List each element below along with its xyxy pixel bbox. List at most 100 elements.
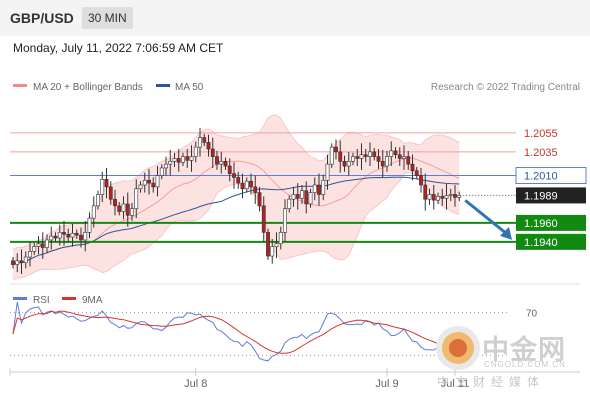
candle-body — [15, 260, 20, 265]
level-label: 1.2055 — [524, 128, 558, 140]
watermark-subtitle: 中文财经媒体 — [437, 375, 546, 389]
cngold-logo — [436, 326, 480, 370]
candle-body — [66, 233, 71, 238]
candle-body — [240, 182, 245, 190]
candle-body — [172, 158, 177, 162]
candle-body — [32, 246, 37, 252]
candle-body — [300, 190, 304, 199]
candle-body — [249, 180, 253, 188]
candle-body — [185, 156, 190, 161]
candle-body — [274, 243, 279, 247]
candle-body — [62, 232, 66, 235]
bollinger-upper-line — [12, 114, 460, 250]
forecast-arrow-shaft — [464, 199, 509, 237]
candle-body — [270, 246, 275, 257]
candle-body — [19, 260, 24, 263]
candle-body — [338, 151, 343, 162]
level-label: 1.2035 — [524, 147, 558, 159]
candle-body — [168, 161, 173, 165]
legend-label-rsi: RSI — [33, 295, 50, 306]
candle-body — [342, 161, 347, 167]
candle-body — [40, 243, 45, 248]
candle-body — [283, 208, 287, 233]
candle-body — [96, 194, 100, 207]
candle-body — [402, 156, 406, 159]
candle-body — [227, 165, 232, 174]
candle-body — [419, 175, 423, 186]
candle-body — [457, 195, 462, 198]
candle-body — [444, 195, 449, 199]
legend-label-bollinger: MA 20 + Bollinger Bands — [33, 82, 143, 93]
rsi-9ma-line — [12, 310, 460, 354]
candle-body — [210, 148, 215, 157]
candle-body — [113, 198, 117, 207]
candle-body — [108, 186, 113, 200]
candle-body — [53, 235, 58, 239]
candle-body — [236, 177, 241, 184]
candle-body — [355, 156, 360, 159]
pivot-badge — [515, 167, 587, 185]
candle-body — [49, 235, 54, 241]
candle-body — [389, 150, 394, 157]
timeframe-badge[interactable]: 30 MIN — [82, 7, 133, 29]
candle-body — [83, 232, 88, 241]
rsi-level-label: 70 — [526, 309, 538, 320]
legend-swatch-ma50 — [156, 84, 170, 87]
candle-body — [206, 142, 211, 150]
support-badge — [516, 233, 586, 250]
watermark-brand: 中金网 — [482, 335, 566, 365]
x-tick-label: Jul 11 — [441, 378, 470, 390]
candle-body — [372, 151, 377, 157]
bollinger-lower-line — [12, 172, 460, 281]
research-credit: Research © 2022 Trading Central — [431, 82, 580, 93]
candle-body — [253, 186, 258, 193]
price-levels: 1.2055 1.2035 1.2010 1.1989 1.1960 1.1940 — [10, 124, 587, 250]
candle-body — [91, 205, 96, 219]
legend-label-ma50: MA 50 — [175, 82, 204, 93]
candle-body — [130, 208, 134, 216]
candle-body — [189, 156, 194, 161]
candle-body — [121, 203, 126, 212]
candle-body — [159, 167, 164, 176]
candle-body — [440, 196, 445, 199]
bollinger-band-area — [13, 115, 460, 280]
candle-body — [329, 146, 334, 165]
candle-body — [359, 154, 364, 159]
candle-body — [164, 163, 168, 169]
candle-body — [312, 184, 317, 193]
level-label: 1.1960 — [524, 218, 558, 230]
candle-body — [57, 232, 62, 239]
candle-body — [410, 163, 415, 172]
candle-body — [376, 156, 381, 162]
x-tick-label: Jul 8 — [184, 378, 207, 390]
candle-body — [346, 161, 351, 167]
chart-header: GBP/USD 30 MIN — [0, 0, 590, 36]
resistance-badge — [516, 143, 586, 160]
candle-body — [266, 232, 270, 257]
candle-body — [11, 260, 15, 265]
candle-body — [219, 161, 224, 165]
candle-body — [325, 163, 330, 181]
candle-body — [291, 194, 296, 200]
candle-body — [87, 217, 92, 233]
candle-body — [334, 146, 338, 153]
candle-body — [202, 137, 207, 143]
last-price-badge — [516, 187, 586, 204]
candle-body — [427, 194, 432, 200]
x-axis-ticks: Jul 8 Jul 9 Jul 11 — [184, 368, 469, 390]
candle-body — [176, 158, 181, 163]
forecast-arrow — [464, 199, 512, 240]
candle-body — [125, 203, 130, 216]
level-label: 1.1940 — [524, 237, 558, 249]
timestamp: Monday, July 11, 2022 7:06:59 AM CET — [13, 41, 224, 55]
candle-body — [351, 156, 355, 162]
candle-body — [368, 151, 372, 157]
candle-body — [436, 196, 440, 201]
candle-body — [308, 192, 313, 205]
candle-body — [385, 156, 389, 167]
candle-body — [295, 194, 300, 199]
candle-body — [117, 205, 122, 212]
candle-body — [278, 232, 283, 245]
legend-label-9ma: 9MA — [82, 295, 103, 306]
candle-body — [79, 234, 83, 241]
